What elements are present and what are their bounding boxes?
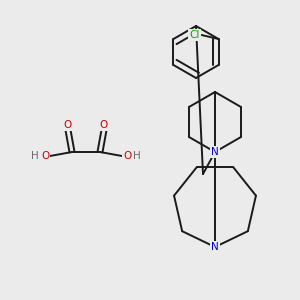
Text: H: H: [133, 151, 141, 161]
Text: O: O: [41, 151, 49, 161]
Text: O: O: [64, 120, 72, 130]
Text: H: H: [31, 151, 39, 161]
Text: N: N: [211, 242, 219, 252]
Text: Cl: Cl: [189, 30, 200, 40]
Text: O: O: [123, 151, 131, 161]
Text: N: N: [211, 147, 219, 157]
Text: O: O: [100, 120, 108, 130]
